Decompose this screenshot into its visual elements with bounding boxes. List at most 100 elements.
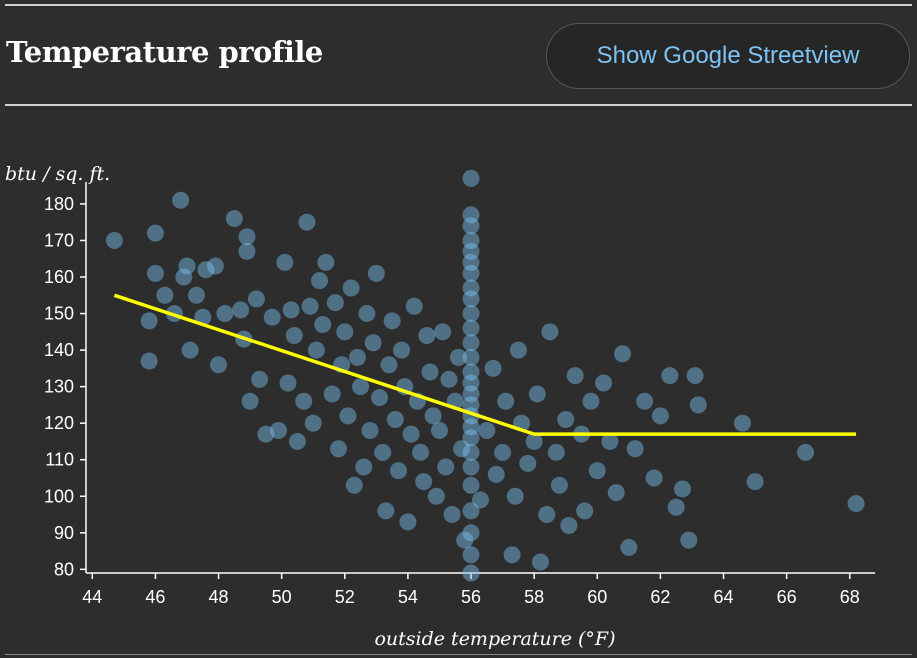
data-point <box>386 411 404 429</box>
page-title: Temperature profile <box>6 35 323 69</box>
data-point <box>178 257 196 275</box>
header-divider <box>5 104 912 106</box>
data-point <box>595 374 613 392</box>
data-point <box>531 553 549 571</box>
data-point <box>427 487 445 505</box>
data-point <box>355 458 373 476</box>
data-point <box>339 407 357 425</box>
data-point <box>251 370 269 388</box>
data-point <box>140 312 158 330</box>
data-point <box>348 348 366 366</box>
data-point <box>405 297 423 315</box>
data-point <box>462 443 480 461</box>
data-point <box>557 411 575 429</box>
x-axis-label: outside temperature (°F) <box>374 628 615 650</box>
data-point <box>323 385 341 403</box>
data-point <box>661 367 679 385</box>
data-point <box>440 370 458 388</box>
data-point <box>453 440 471 458</box>
x-tick-label: 64 <box>713 587 733 607</box>
x-axis: 44 46 48 50 52 54 56 58 60 62 64 66 68 <box>82 572 875 607</box>
data-point <box>210 356 228 374</box>
data-point <box>358 305 376 323</box>
data-point <box>462 363 480 381</box>
data-point <box>393 341 411 359</box>
x-tick-label: 50 <box>272 587 292 607</box>
data-point <box>301 297 319 315</box>
data-point <box>462 290 480 308</box>
data-point <box>462 319 480 337</box>
data-point <box>257 425 275 443</box>
data-point <box>847 495 865 513</box>
data-point <box>279 374 297 392</box>
data-point <box>361 421 379 439</box>
data-point <box>443 506 461 524</box>
y-axis: 80 90 100 110 120 130 140 150 160 170 180 <box>44 182 87 579</box>
data-point <box>146 264 164 282</box>
data-point <box>412 443 430 461</box>
data-point <box>304 414 322 432</box>
y-tick-label: 80 <box>54 559 74 579</box>
data-point <box>538 506 556 524</box>
data-point <box>364 334 382 352</box>
x-tick-label: 44 <box>82 587 102 607</box>
data-point <box>352 378 370 396</box>
data-point <box>462 217 480 235</box>
x-tick-label: 48 <box>209 587 229 607</box>
data-point <box>576 502 594 520</box>
data-point <box>620 538 638 556</box>
data-point <box>462 206 480 224</box>
data-point <box>238 242 256 260</box>
y-tick-label: 120 <box>44 413 74 433</box>
data-point <box>560 516 578 534</box>
data-point <box>689 396 707 414</box>
data-point <box>462 476 480 494</box>
data-point <box>314 316 332 334</box>
fit-line-layer <box>113 293 857 436</box>
data-point <box>307 341 325 359</box>
data-point <box>146 224 164 242</box>
data-point <box>462 418 480 436</box>
y-tick-label: 170 <box>44 230 74 250</box>
data-point <box>437 458 455 476</box>
show-streetview-button[interactable]: Show Google Streetview <box>546 23 910 89</box>
y-tick-label: 160 <box>44 267 74 287</box>
data-point <box>206 257 224 275</box>
data-point <box>232 301 250 319</box>
data-point <box>680 531 698 549</box>
x-tick-label: 46 <box>145 587 165 607</box>
data-point <box>547 443 565 461</box>
data-point <box>285 326 303 344</box>
data-point <box>626 440 644 458</box>
data-point <box>225 210 243 228</box>
data-point <box>462 279 480 297</box>
data-point <box>506 487 524 505</box>
data-point <box>449 348 467 366</box>
data-point <box>462 242 480 260</box>
data-point <box>462 348 480 366</box>
data-point <box>345 476 363 494</box>
data-point <box>295 392 313 410</box>
data-point <box>462 524 480 542</box>
data-point <box>462 305 480 323</box>
data-point <box>509 341 527 359</box>
data-point <box>181 341 199 359</box>
data-point <box>329 440 347 458</box>
x-tick-label: 60 <box>587 587 607 607</box>
data-point <box>601 432 619 450</box>
data-point <box>342 279 360 297</box>
data-point <box>746 473 764 491</box>
fit-line <box>113 293 857 436</box>
data-point <box>541 323 559 341</box>
data-point <box>462 334 480 352</box>
data-point <box>336 323 354 341</box>
data-point <box>241 392 259 410</box>
data-point <box>288 432 306 450</box>
data-point <box>156 286 174 304</box>
data-point <box>421 363 439 381</box>
temperature-scatter-chart: btu / sq. ft. 44 46 48 50 52 54 56 58 60 62 64 66 68… <box>5 163 875 650</box>
data-point <box>462 546 480 564</box>
data-point <box>686 367 704 385</box>
x-tick-label: 62 <box>650 587 670 607</box>
data-point <box>105 231 123 249</box>
